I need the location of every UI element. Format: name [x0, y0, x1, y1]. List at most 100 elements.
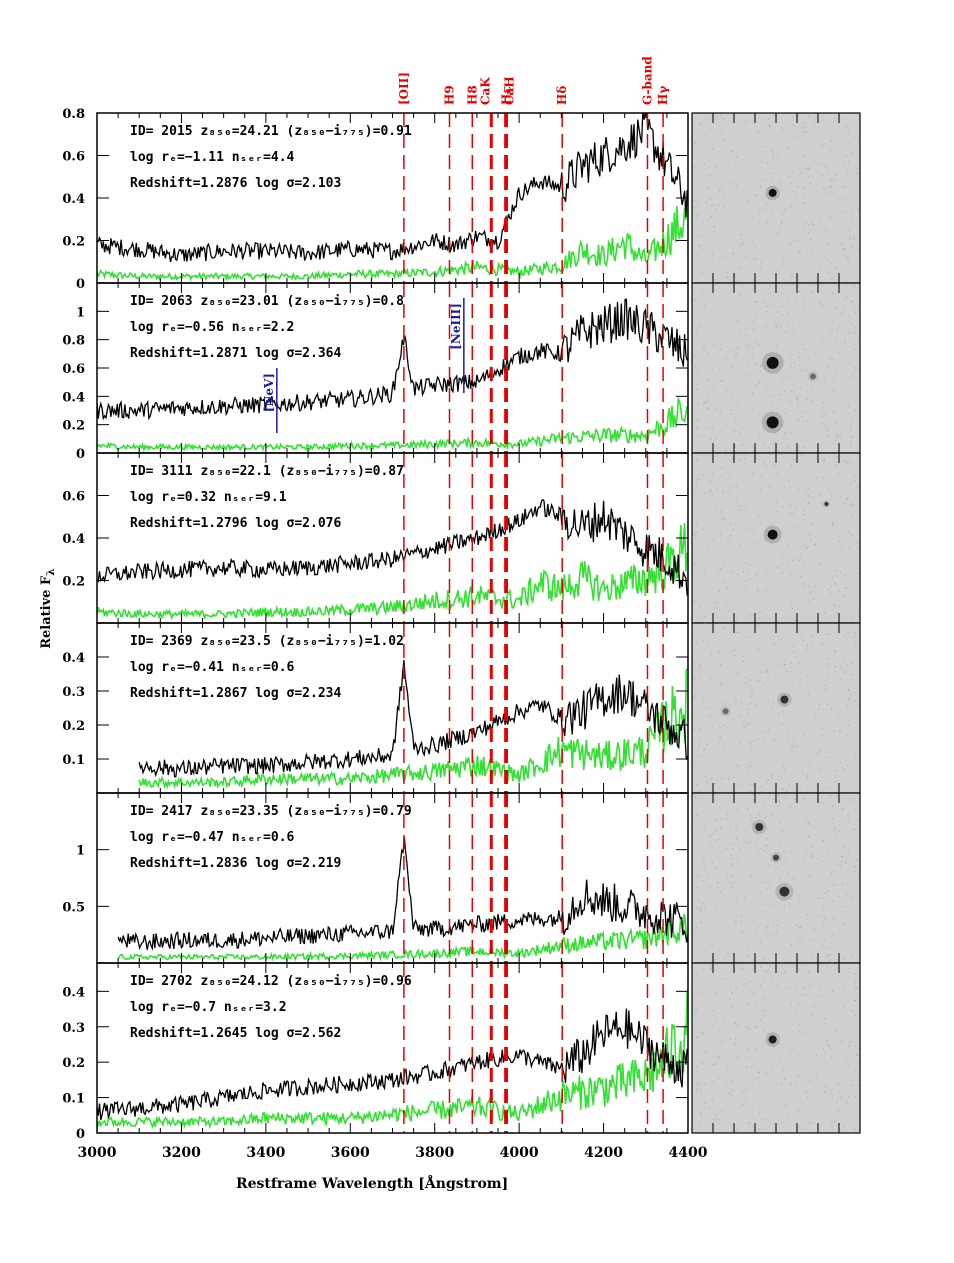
galaxy-source	[824, 502, 829, 506]
panel-annotation: Redshift=1.2876 log σ=2.103	[130, 176, 341, 191]
y-tick-label: 0.2	[62, 235, 85, 250]
panel-annotation: log rₑ=−0.41 nₛₑᵣ=0.6	[130, 660, 295, 675]
galaxy-source	[779, 886, 790, 897]
galaxy-source	[809, 373, 816, 380]
y-tick-label: 0.6	[62, 150, 85, 165]
galaxy-source	[767, 529, 778, 540]
spectral-line-label: H8	[465, 85, 479, 105]
x-tick-label: 3400	[246, 1145, 285, 1161]
panel-annotation: ID= 2369 z₈₅₀=23.5 (z₈₅₀−i₇₇₅)=1.02	[130, 634, 404, 649]
noise-spectrum-line	[97, 990, 688, 1130]
y-tick-label: 0.2	[62, 419, 85, 434]
galaxy-thumbnail	[691, 792, 861, 964]
y-tick-label: 1	[76, 305, 85, 320]
y-tick-label: 0.2	[62, 1056, 85, 1071]
galaxy-source	[766, 356, 779, 369]
x-tick-label: 4400	[669, 1145, 708, 1161]
object-spectrum-line	[97, 498, 688, 596]
galaxy-source	[755, 823, 764, 831]
y-axis-label: Relative Fλ	[39, 568, 57, 649]
galaxy-thumbnail	[691, 452, 861, 624]
object-spectrum-line	[97, 113, 688, 262]
panel-annotation: log rₑ=−0.56 nₛₑᵣ=2.2	[130, 320, 294, 335]
y-tick-label: 0.2	[62, 719, 85, 734]
spectrum-panel-4: 0.1 0.2 0.3 0.4 ID= 2369 z₈₅₀=23.5 (z₈₅₀−i₇₇…	[62, 622, 689, 794]
galaxy-thumbnail	[691, 112, 861, 284]
galaxy-thumbnail	[691, 962, 861, 1134]
object-spectrum-line	[97, 298, 688, 421]
spectrum-panel-6: 0 0.1 0.2 0.3 0.4 ID= 2702 z₈₅₀=24.12 (z₈₅₀−i…	[62, 962, 689, 1142]
y-tick-label: 0	[76, 1127, 85, 1142]
spectral-line-label: G-band	[640, 56, 654, 105]
panel-annotation: Redshift=1.2867 log σ=2.234	[130, 686, 341, 701]
panel-annotation: log rₑ=−1.11 nₛₑᵣ=4.4	[130, 150, 295, 165]
x-tick-label: 3600	[331, 1145, 370, 1161]
x-tick-label: 3200	[162, 1145, 201, 1161]
spectrum-panel-1: 0 0.2 0.4 0.6 0.8 ID= 2015 z₈₅₀=24.21 (z₈₅₀−i…	[62, 107, 689, 292]
y-tick-label: 0.4	[62, 390, 85, 405]
panel-annotation: log rₑ=−0.47 nₛₑᵣ=0.6	[130, 830, 295, 845]
object-spectrum-line	[138, 660, 688, 778]
panel-annotation: ID= 2702 z₈₅₀=24.12 (z₈₅₀−i₇₇₅)=0.96	[130, 974, 412, 989]
y-tick-label: 0.2	[62, 575, 85, 590]
spectral-line-label: H9	[442, 85, 456, 105]
galaxy-source	[766, 416, 779, 429]
panel-annotation: ID= 2063 z₈₅₀=23.01 (z₈₅₀−i₇₇₅)=0.8	[130, 294, 404, 309]
galaxy-thumbnail	[691, 282, 861, 454]
y-tick-label: 0	[76, 447, 85, 462]
galaxy-source	[780, 695, 789, 704]
galaxy-thumbnail	[691, 622, 861, 794]
panel-annotation: Redshift=1.2645 log σ=2.562	[130, 1026, 341, 1041]
x-tick-label: 4200	[584, 1145, 623, 1161]
spectral-line-label: CaK	[478, 77, 492, 105]
noise-spectrum-line	[138, 668, 688, 790]
y-tick-label: 0.4	[62, 985, 85, 1000]
galaxy-source	[768, 188, 777, 197]
y-tick-label: 0.6	[62, 490, 85, 505]
spectral-line-label: [OII]	[397, 72, 411, 105]
spectral-line-label: Hε	[499, 86, 513, 105]
object-spectrum-line	[117, 837, 688, 951]
galaxy-source	[773, 854, 779, 861]
spectral-line-label: Hδ	[555, 86, 569, 105]
y-tick-label: 0.4	[62, 532, 85, 547]
y-tick-label: 0.4	[62, 192, 85, 207]
panel-annotation: Redshift=1.2796 log σ=2.076	[130, 516, 341, 531]
x-tick-label: 3000	[78, 1145, 117, 1161]
y-tick-label: 0.8	[62, 334, 85, 349]
ne-line-label: [NeIII]	[449, 303, 463, 350]
y-tick-label: 0.3	[62, 1021, 85, 1036]
y-tick-label: 0.1	[62, 753, 85, 768]
noise-spectrum-line	[117, 913, 688, 963]
spectrum-panel-5: 0.5 1 ID= 2417 z₈₅₀=23.35 (z₈₅₀−i₇₇₅)=0.79…	[62, 792, 689, 964]
x-axis-label: Restframe Wavelength [Ångstrom]	[236, 1176, 509, 1192]
panel-annotation: ID= 2417 z₈₅₀=23.35 (z₈₅₀−i₇₇₅)=0.79	[130, 804, 412, 819]
y-tick-label: 0.3	[62, 685, 85, 700]
y-tick-label: 0.4	[62, 651, 85, 666]
ne-line-label: [NeV]	[262, 373, 276, 412]
panel-annotation: ID= 2015 z₈₅₀=24.21 (z₈₅₀−i₇₇₅)=0.91	[130, 124, 412, 139]
y-tick-label: 1	[76, 844, 85, 859]
panel-annotation: ID= 3111 z₈₅₀=22.1 (z₈₅₀−i₇₇₅)=0.87	[130, 464, 404, 479]
panel-annotation: Redshift=1.2871 log σ=2.364	[130, 346, 341, 361]
y-tick-label: 0.1	[62, 1092, 85, 1107]
y-tick-label: 0.8	[62, 107, 85, 122]
noise-spectrum-line	[97, 396, 688, 453]
noise-spectrum-line	[97, 203, 688, 282]
x-tick-label: 3800	[415, 1145, 454, 1161]
spectral-line-label: CaH	[503, 76, 517, 105]
spectrum-panel-3: 0.2 0.4 0.6 ID= 3111 z₈₅₀=22.1 (z₈₅₀−i₇₇₅)=…	[62, 452, 689, 624]
panel-annotation: log rₑ=−0.7 nₛₑᵣ=3.2	[130, 1000, 287, 1015]
y-tick-label: 0.6	[62, 362, 85, 377]
galaxy-source	[722, 708, 729, 715]
noise-spectrum-line	[97, 522, 688, 621]
panel-annotation: log rₑ=0.32 nₛₑᵣ=9.1	[130, 490, 287, 505]
y-tick-label: 0.5	[62, 900, 85, 915]
galaxy-source	[768, 1035, 777, 1044]
x-tick-label: 4000	[500, 1145, 539, 1161]
y-tick-label: 0	[76, 277, 85, 292]
spectrum-panel-2: [NeV] [NeIII] 0 0.2 0.4 0.6 0.8 1 ID= 2063 z₈₅₀=…	[62, 282, 689, 462]
spectral-line-label: Hγ	[656, 86, 670, 105]
object-spectrum-line	[97, 1008, 688, 1121]
